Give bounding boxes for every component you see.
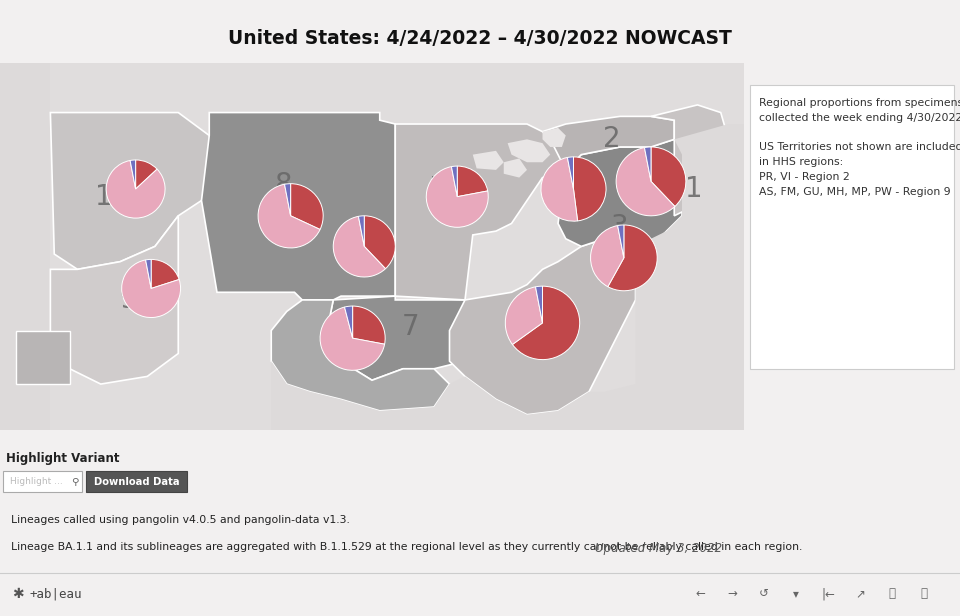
Wedge shape [457, 166, 488, 197]
Wedge shape [258, 184, 320, 248]
Polygon shape [0, 63, 744, 430]
Text: →: → [727, 587, 737, 601]
Text: ⤓: ⤓ [889, 587, 896, 601]
FancyBboxPatch shape [751, 85, 953, 370]
Wedge shape [651, 147, 685, 206]
Wedge shape [151, 259, 180, 288]
Polygon shape [542, 116, 674, 170]
Wedge shape [644, 147, 651, 181]
Text: ↗: ↗ [855, 587, 865, 601]
Wedge shape [320, 307, 385, 370]
Wedge shape [536, 286, 542, 323]
Polygon shape [202, 113, 396, 300]
Wedge shape [107, 161, 165, 218]
Text: 6: 6 [324, 332, 342, 360]
Polygon shape [325, 296, 465, 380]
Polygon shape [651, 105, 729, 216]
FancyBboxPatch shape [3, 471, 82, 492]
Wedge shape [608, 225, 658, 291]
Wedge shape [616, 148, 675, 216]
Text: +ab|eau: +ab|eau [30, 587, 83, 601]
Wedge shape [364, 216, 396, 269]
Text: 7: 7 [402, 313, 420, 341]
Wedge shape [505, 287, 542, 344]
Wedge shape [617, 225, 624, 258]
Wedge shape [352, 306, 385, 344]
Text: 5: 5 [429, 175, 446, 203]
Polygon shape [50, 216, 179, 384]
Text: ↺: ↺ [759, 587, 769, 601]
Polygon shape [15, 331, 70, 384]
Polygon shape [50, 113, 217, 269]
Text: 2: 2 [604, 125, 621, 153]
Text: Highlight ...: Highlight ... [11, 477, 62, 486]
Polygon shape [542, 128, 565, 147]
Wedge shape [135, 160, 157, 189]
Wedge shape [146, 259, 151, 288]
Polygon shape [504, 158, 527, 177]
Polygon shape [472, 151, 504, 170]
Wedge shape [573, 157, 606, 221]
Wedge shape [284, 184, 291, 216]
Text: ⚲: ⚲ [71, 477, 79, 487]
Text: Lineage BA.1.1 and its sublineages are aggregated with B.1.1.529 at the regional: Lineage BA.1.1 and its sublineages are a… [12, 542, 803, 552]
Wedge shape [291, 184, 324, 230]
Polygon shape [272, 361, 636, 430]
Wedge shape [590, 225, 624, 286]
Polygon shape [272, 300, 449, 411]
Polygon shape [449, 239, 636, 415]
Wedge shape [122, 260, 180, 317]
Polygon shape [636, 124, 744, 430]
Wedge shape [358, 216, 364, 246]
Text: ←: ← [695, 587, 705, 601]
Text: Updated May 3, 2022: Updated May 3, 2022 [594, 542, 722, 555]
Text: 8: 8 [274, 171, 292, 199]
Text: Highlight Variant: Highlight Variant [6, 452, 120, 465]
Text: 1: 1 [684, 175, 703, 203]
Wedge shape [567, 157, 573, 189]
Polygon shape [508, 139, 550, 162]
Polygon shape [396, 124, 581, 300]
Text: 10: 10 [95, 183, 130, 211]
Text: Lineages called using pangolin v4.0.5 and pangolin-data v1.3.: Lineages called using pangolin v4.0.5 an… [12, 515, 350, 525]
Polygon shape [0, 63, 50, 430]
Text: 3: 3 [612, 213, 629, 241]
Text: Regional proportions from specimens
collected the week ending 4/30/2022.

US Ter: Regional proportions from specimens coll… [759, 98, 960, 197]
Text: Download Data: Download Data [94, 477, 180, 487]
FancyBboxPatch shape [85, 471, 187, 492]
Text: |←: |← [821, 587, 835, 601]
Text: 4: 4 [507, 301, 524, 329]
Text: ▾: ▾ [793, 587, 799, 601]
Wedge shape [345, 306, 352, 338]
Wedge shape [131, 160, 135, 189]
Wedge shape [426, 167, 489, 227]
Text: United States: 4/24/2022 – 4/30/2022 NOWCAST: United States: 4/24/2022 – 4/30/2022 NOW… [228, 29, 732, 47]
Wedge shape [333, 216, 386, 277]
Polygon shape [558, 139, 682, 246]
Text: ⬜: ⬜ [921, 587, 927, 601]
Wedge shape [513, 286, 580, 360]
Wedge shape [451, 166, 457, 197]
Text: ✱: ✱ [12, 587, 24, 601]
Text: 9: 9 [119, 286, 136, 314]
Wedge shape [540, 158, 578, 221]
